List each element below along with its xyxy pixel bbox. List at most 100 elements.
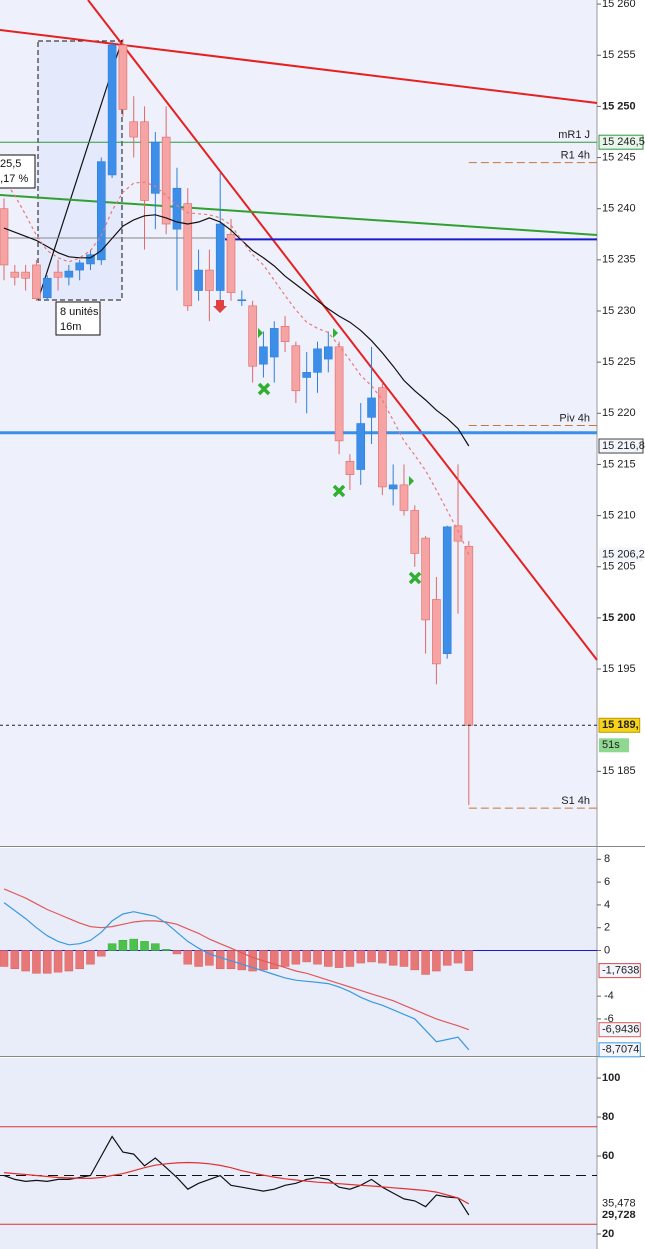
histogram-bar — [442, 950, 452, 966]
y-tick-label: 4 — [604, 899, 610, 911]
histogram-bar — [161, 949, 171, 951]
value-label-box — [598, 963, 641, 979]
y-tick-label: 15 205 — [602, 561, 636, 573]
candle-body — [161, 136, 171, 225]
value-label-box — [599, 1208, 637, 1223]
value-label: 29,728 — [602, 1209, 636, 1221]
overlay: 25,5 0,17 % 8 unités 16m — [0, 154, 422, 585]
candle-body — [302, 372, 311, 378]
candle-body — [410, 510, 420, 554]
annotation-box — [55, 301, 101, 336]
value-label: -6,9436 — [602, 1024, 639, 1036]
trendline — [0, 29, 598, 104]
candle-body — [64, 270, 74, 278]
candle-body — [388, 484, 398, 490]
y-tick-label: 15 215 — [602, 458, 636, 470]
level-label: S1 4h — [561, 795, 590, 807]
candle-body — [96, 161, 106, 261]
y-tick-label: 15 230 — [602, 305, 636, 317]
axis-bg — [597, 0, 645, 1249]
candle-body — [172, 187, 182, 230]
oscillator-line — [3, 1161, 470, 1205]
candle-body — [86, 254, 95, 265]
value-label-box — [598, 1042, 641, 1058]
oscillator-line — [3, 1135, 470, 1216]
signal-marker — [258, 328, 263, 338]
candle-body — [42, 277, 52, 298]
histogram-bar — [107, 943, 117, 951]
histogram-bar — [86, 950, 95, 965]
last-price-label: 15 189, — [602, 719, 639, 731]
value-label: 15 206,2 — [602, 548, 645, 560]
histogram-bar — [237, 950, 247, 971]
histogram-bar — [64, 950, 74, 972]
histogram-bar — [75, 950, 84, 970]
candle-body — [367, 397, 376, 418]
histogram-bar — [302, 950, 311, 963]
histogram-bar — [248, 950, 257, 972]
histogram-bar — [464, 950, 474, 971]
histogram-bar — [378, 950, 387, 964]
candle-body — [129, 121, 139, 138]
histogram-bar — [432, 950, 441, 972]
histogram-bar — [140, 941, 149, 951]
histogram-bar — [10, 950, 20, 970]
value-label: 35,478 — [602, 1198, 636, 1210]
histogram-bar — [421, 950, 430, 975]
y-tick-label: 15 185 — [602, 765, 636, 777]
candle-body — [453, 525, 463, 542]
y-tick-label: 15 225 — [602, 356, 636, 368]
candle-body — [0, 208, 9, 266]
y-tick-label: 15 220 — [602, 407, 636, 419]
candle-body — [334, 346, 344, 442]
histogram-bar — [183, 950, 193, 965]
y-tick-label: 15 260 — [602, 0, 636, 10]
histogram-bar — [151, 943, 160, 951]
y-tick-label: 6 — [604, 876, 610, 888]
candle-body — [32, 264, 41, 300]
candle-body — [291, 345, 301, 392]
value-label-box — [599, 547, 643, 562]
histogram-bar — [32, 950, 41, 974]
cross-marker — [257, 382, 271, 396]
value-label: -8,7074 — [602, 1044, 639, 1056]
y-tick-label: 15 250 — [602, 100, 636, 112]
y-tick-label: 15 195 — [602, 663, 636, 675]
candle-body — [269, 328, 279, 358]
candle-body — [183, 203, 193, 307]
candle-body — [194, 269, 203, 291]
annotation: 25,5 — [0, 158, 21, 170]
y-tick-label: 2 — [604, 922, 610, 934]
candle-body — [345, 461, 355, 475]
candle-body — [107, 44, 117, 176]
histogram-bar — [118, 940, 128, 951]
moving-average — [3, 179, 470, 555]
y-tick-label: 60 — [602, 1150, 614, 1162]
candle-body — [442, 526, 452, 654]
histogram-bar — [345, 950, 355, 967]
indicator-line — [3, 902, 470, 1051]
value-label-box — [599, 738, 629, 753]
signal-marker — [213, 300, 227, 313]
histogram-bar — [324, 950, 333, 967]
histogram-bar — [356, 950, 365, 964]
y-tick-label: 8 — [604, 853, 610, 865]
candle-body — [21, 271, 30, 279]
annotation: 0,17 % — [0, 173, 28, 185]
y-tick-label: 15 245 — [602, 151, 636, 163]
cross-marker — [408, 571, 422, 585]
value-label-box — [598, 134, 644, 150]
histogram-bar — [399, 950, 409, 967]
histogram-bar — [313, 950, 322, 965]
value-label-box — [599, 1196, 637, 1211]
y-tick-label: 15 240 — [602, 203, 636, 215]
level-label: R1 4h — [561, 150, 590, 162]
y-tick-label: 15 255 — [602, 49, 636, 61]
y-tick-label: 80 — [602, 1111, 614, 1123]
annotation: 16m — [60, 321, 81, 333]
value-label-box — [598, 1022, 641, 1038]
candle-body — [205, 269, 214, 291]
cross-marker — [332, 484, 346, 498]
histogram-bar — [0, 950, 9, 967]
